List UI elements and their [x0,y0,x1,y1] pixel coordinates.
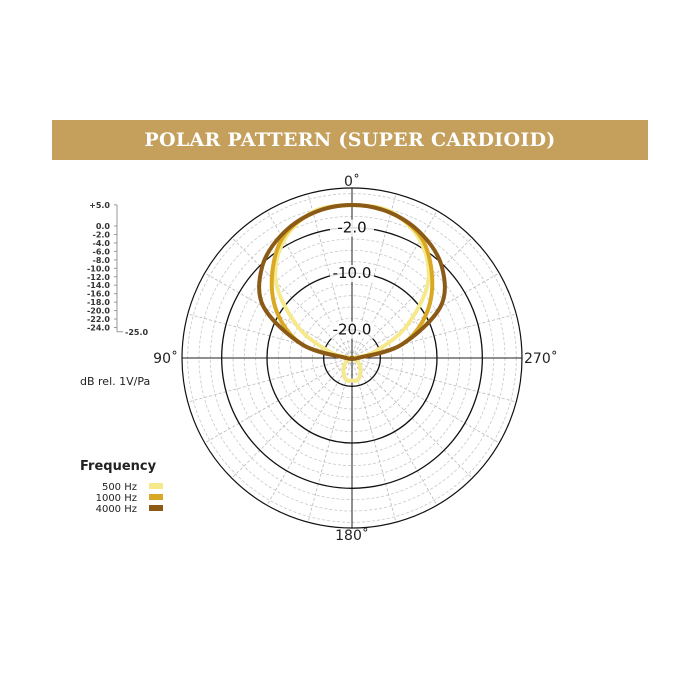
angle-label-180: 180˚ [335,527,369,544]
scale-tick-label: -18.0 [87,298,110,307]
title-banner: POLAR PATTERN (SUPER CARDIOID) [52,120,648,160]
outer-ring [181,187,523,529]
scale-tick-label: -24.0 [87,324,110,333]
scale-tick-label: -22.0 [87,315,110,324]
scale-tick-label: -14.0 [87,281,110,290]
angle-label-0: 0˚ [344,173,360,190]
scale-min-label: -25.0 [125,328,148,337]
legend-label: 4000 Hz [96,504,137,515]
unit-label: dB rel. 1V/Pa [80,375,150,388]
angle-label-270: 270˚ [524,350,558,367]
ring-label-bg [330,265,374,282]
series-line-4000hz [257,203,447,361]
scale-tick-label: -16.0 [87,290,110,299]
ring-label-bg [330,219,374,237]
legend-title: Frequency [80,459,157,474]
scale-tick-label: -6.0 [93,247,111,256]
ring-label: -20.0 [333,321,372,339]
scale-tick-label: 0.0 [96,222,111,231]
angle-label-90: 90˚ [153,350,178,367]
chart-title: POLAR PATTERN (SUPER CARDIOID) [144,129,556,151]
scale-tick-label: -2.0 [93,230,111,239]
ring-label: -10.0 [333,264,372,282]
ring-label: -2.0 [337,219,366,237]
scale-tick-label: -12.0 [87,273,110,282]
legend-swatch [149,494,163,500]
series-line-500hz [273,203,431,383]
legend-swatch [149,483,163,489]
scale-tick-label: -4.0 [93,239,111,248]
scale-tick-label: -10.0 [87,264,110,273]
legend-label: 500 Hz [102,482,137,493]
scale-tick-label: -20.0 [87,307,110,316]
ring-label-bg [330,321,374,339]
scale-tick-label: +5.0 [89,201,110,210]
legend-label: 1000 Hz [96,493,137,504]
scale-tick-label: -8.0 [93,256,111,265]
legend-swatch [149,505,163,511]
